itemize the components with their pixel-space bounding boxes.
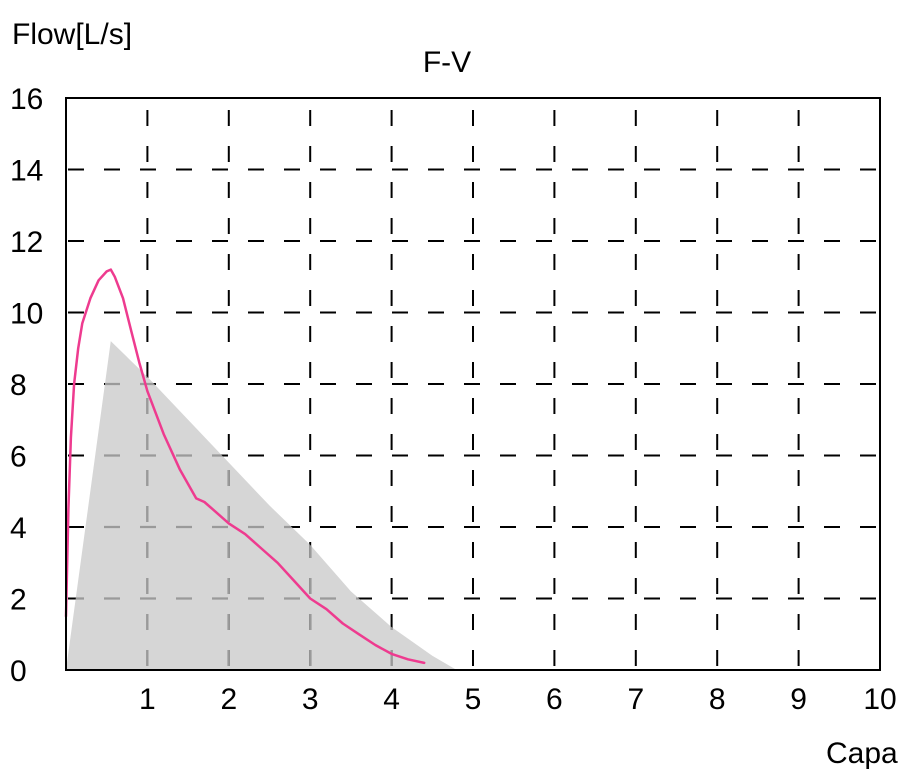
y-tick-label: 4 <box>10 512 27 545</box>
y-tick-label: 2 <box>10 584 27 617</box>
chart-title: F-V <box>423 46 471 79</box>
x-tick-label: 7 <box>627 683 644 716</box>
grid-layer <box>66 110 880 670</box>
y-tick-label: 10 <box>10 298 43 331</box>
predicted-area-layer <box>66 341 457 670</box>
y-tick-label: 14 <box>10 155 43 188</box>
measured-curve <box>64 268 426 665</box>
y-tick-label: 8 <box>10 369 27 402</box>
x-tick-labels: 1 2 3 4 5 6 7 8 9 10 <box>139 683 897 716</box>
x-tick-label: 9 <box>790 683 807 716</box>
x-tick-label: 2 <box>220 683 237 716</box>
y-tick-label: 16 <box>10 83 43 116</box>
x-tick-label: 1 <box>139 683 156 716</box>
y-tick-labels: 0 2 4 6 8 10 12 14 16 <box>10 83 43 688</box>
x-tick-label: 8 <box>709 683 726 716</box>
y-axis-label: Flow[L/s] <box>12 18 132 51</box>
plot-frame <box>65 97 881 671</box>
y-tick-label: 12 <box>10 226 43 259</box>
measured-curve-layer <box>64 268 426 665</box>
x-tick-label: 4 <box>383 683 400 716</box>
x-tick-label: 10 <box>863 683 896 716</box>
x-tick-label: 5 <box>465 683 482 716</box>
y-tick-label: 6 <box>10 441 27 474</box>
x-axis-label: Capa <box>826 737 898 770</box>
x-tick-label: 6 <box>546 683 563 716</box>
y-tick-label: 0 <box>10 655 27 688</box>
x-tick-label: 3 <box>302 683 319 716</box>
predicted-area <box>66 341 457 670</box>
